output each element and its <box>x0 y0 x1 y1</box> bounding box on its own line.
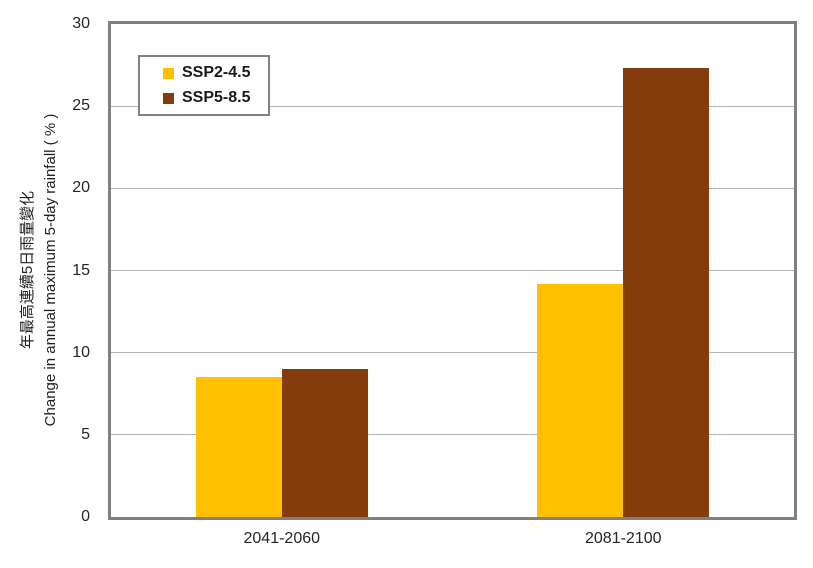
y-tick-label-10: 10 <box>72 343 90 361</box>
legend: SSP2-4.5 SSP5-8.5 <box>138 55 270 116</box>
legend-label-ssp5-8.5: SSP5-8.5 <box>182 89 251 106</box>
y-axis-title-line-en: Change in annual maximum 5-day rainfall … <box>42 113 59 427</box>
gridline-20 <box>111 187 794 189</box>
legend-entry-ssp5-8.5: SSP5-8.5 <box>163 89 268 107</box>
x-tick-label-2081-2100: 2081-2100 <box>584 530 662 547</box>
legend-swatch-ssp2-4.5-icon <box>163 67 174 79</box>
gridline-15 <box>111 270 794 271</box>
plot-area: SSP2-4.5 SSP5-8.5 <box>108 21 797 520</box>
legend-label-ssp2-4.5: SSP2-4.5 <box>182 64 251 81</box>
gridline-10 <box>111 352 794 354</box>
y-tick-label-5: 5 <box>81 425 90 443</box>
bar-SSP2-4.5-2081-2100 <box>537 283 624 517</box>
bar-SSP5-8.5-2081-2100 <box>623 68 710 517</box>
gridline-5 <box>111 434 794 436</box>
y-tick-label-15: 15 <box>72 261 90 279</box>
y-tick-label-30: 30 <box>72 15 90 32</box>
legend-swatch-ssp5-8.5-icon <box>163 92 174 104</box>
bar-SSP5-8.5-2041-2060 <box>281 369 368 517</box>
y-tick-label-25: 25 <box>72 97 90 115</box>
y-tick-label-0: 0 <box>81 508 90 525</box>
bar-SSP2-4.5-2041-2060 <box>195 377 282 517</box>
y-axis-title-line-zh: 年最高連續5日雨量變化 <box>19 190 36 350</box>
y-axis-title: 年最高連續5日雨量變化 Change in annual maximum 5-d… <box>16 114 62 427</box>
gridline-25 <box>111 105 794 107</box>
x-tick-label-2041-2060: 2041-2060 <box>243 530 321 547</box>
y-tick-label-20: 20 <box>72 179 90 197</box>
legend-entry-ssp2-4.5: SSP2-4.5 <box>163 64 268 82</box>
